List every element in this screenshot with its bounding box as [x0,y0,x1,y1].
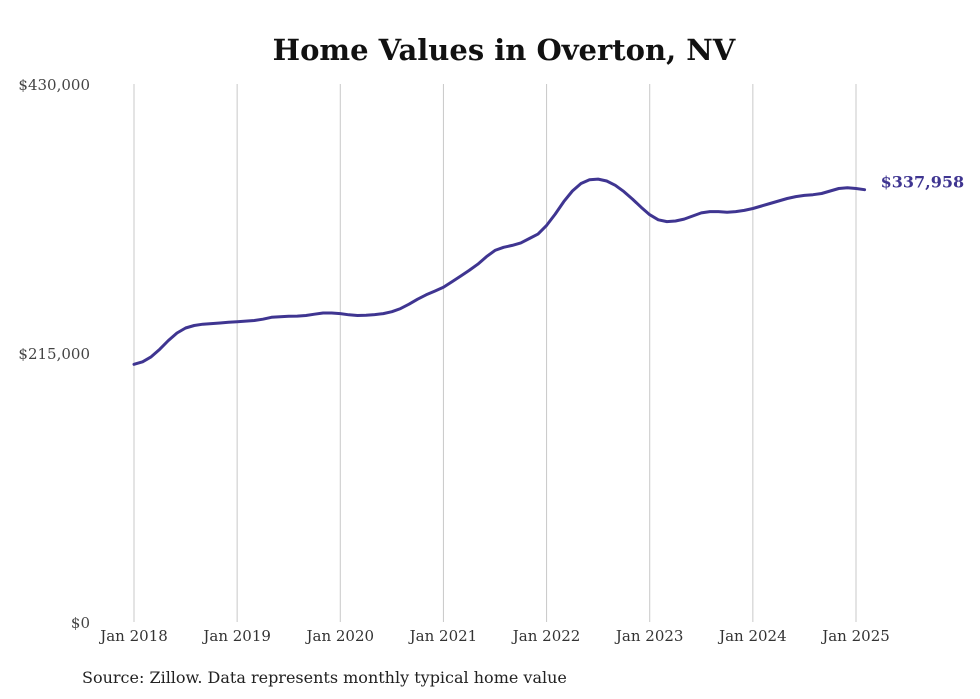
x-tick-label: Jan 2024 [717,627,787,645]
y-axis: $0 $215,000 $430,000 [18,76,90,632]
x-axis: Jan 2018 Jan 2019 Jan 2020 Jan 2021 Jan 2022… [98,627,890,645]
x-tick-label: Jan 2023 [614,627,684,645]
x-tick-label: Jan 2025 [820,627,890,645]
x-tick-label: Jan 2021 [408,627,478,645]
y-tick-label: $430,000 [18,76,90,94]
latest-value-label: $337,958 [881,173,965,192]
y-tick-label: $215,000 [18,345,90,363]
x-tick-label: Jan 2022 [511,627,581,645]
gridlines [133,84,857,622]
x-tick-label: Jan 2020 [305,627,375,645]
source-note: Source: Zillow. Data represents monthly … [82,668,567,687]
x-tick-label: Jan 2019 [201,627,271,645]
home-value-line [132,177,867,366]
chart-title: Home Values in Overton, NV [273,33,736,67]
y-tick-label: $0 [71,614,90,632]
x-tick-label: Jan 2018 [98,627,168,645]
